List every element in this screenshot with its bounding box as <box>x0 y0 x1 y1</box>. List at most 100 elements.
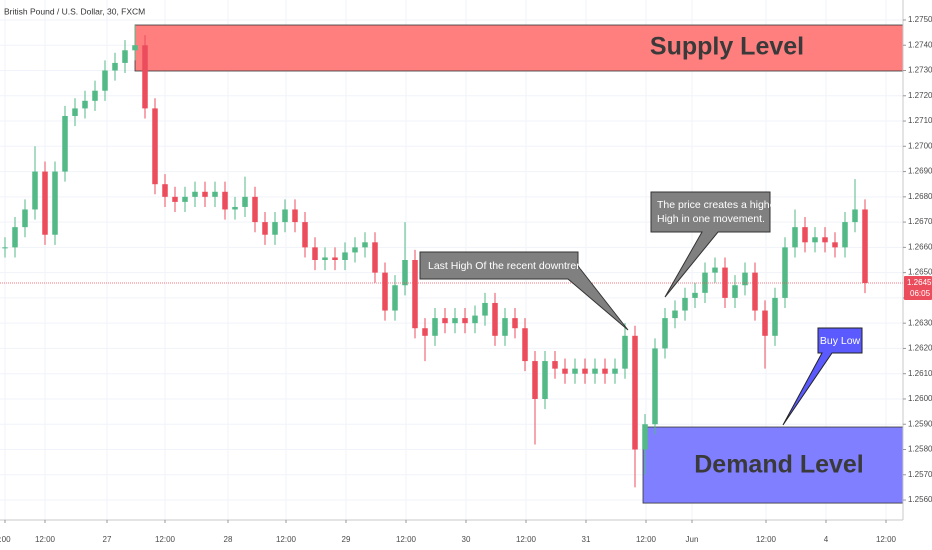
candle-body <box>142 45 148 109</box>
x-tick-label: :00 <box>0 535 11 544</box>
callout-box <box>650 191 771 298</box>
callout-text: High in one movement. <box>657 213 765 225</box>
candle-body <box>482 302 488 316</box>
y-tick-label: 1.25900 <box>908 419 932 428</box>
candle-body <box>202 191 208 197</box>
candle-body <box>82 100 88 109</box>
candle-body <box>472 315 478 324</box>
x-tick-label: 12:00 <box>756 535 777 544</box>
candle-body <box>632 335 638 450</box>
candle-body <box>402 260 408 286</box>
candle-body <box>682 297 688 311</box>
y-tick-label: 1.27300 <box>908 66 932 75</box>
candle-body <box>62 115 68 172</box>
x-tick-label: 31 <box>582 535 591 544</box>
candle-body <box>492 302 498 336</box>
candle-body <box>772 297 778 336</box>
candle-body <box>692 292 698 298</box>
candle-body <box>162 184 168 197</box>
candle-body <box>782 247 788 298</box>
candle-body <box>242 196 248 207</box>
y-tick-label: 1.26200 <box>908 344 932 353</box>
callout-box <box>782 327 863 426</box>
chart-title: British Pound / U.S. Dollar, 30, FXCM <box>4 6 145 16</box>
candle-body <box>862 209 868 283</box>
candle-body <box>452 318 458 324</box>
candle-body <box>102 70 108 91</box>
candle-body <box>92 90 98 101</box>
candle-body <box>222 191 228 210</box>
zone <box>642 426 904 504</box>
y-tick-label: 1.27000 <box>908 141 932 150</box>
y-tick-label: 1.26500 <box>908 268 932 277</box>
y-tick-label: 1.25600 <box>908 495 932 504</box>
candle-body <box>32 171 38 210</box>
candle-body <box>112 62 118 71</box>
candle-body <box>602 368 608 374</box>
candle-body <box>832 242 838 248</box>
y-tick-label: 1.26800 <box>908 192 932 201</box>
candle-body <box>582 368 588 374</box>
candle-body <box>672 310 678 319</box>
candle-body <box>512 318 518 329</box>
y-tick-label: 1.26600 <box>908 242 932 251</box>
x-tick-label: 29 <box>342 535 351 544</box>
candle-body <box>742 272 748 286</box>
candle-body <box>392 285 398 311</box>
candle-body <box>22 209 28 228</box>
candle-body <box>432 318 438 336</box>
y-tick-label: 1.27200 <box>908 91 932 100</box>
y-tick-label: 1.27400 <box>908 40 932 49</box>
x-tick-label: 4 <box>824 535 829 544</box>
candle-body <box>412 260 418 329</box>
candle-body <box>382 272 388 311</box>
candle-body <box>212 191 218 197</box>
candle-body <box>352 247 358 253</box>
candle-body <box>232 206 238 210</box>
price-axis <box>903 0 932 550</box>
callout-box <box>419 251 629 331</box>
y-tick-label: 1.26100 <box>908 369 932 378</box>
x-tick-label: 12:00 <box>35 535 56 544</box>
candle-body <box>732 285 738 298</box>
x-tick-label: Jun <box>686 535 699 544</box>
x-tick-label: 12:00 <box>516 535 537 544</box>
candle-body <box>542 361 548 399</box>
x-tick-label: 12:00 <box>876 535 897 544</box>
candle-body <box>652 348 658 425</box>
candle-body <box>152 108 158 185</box>
time-axis <box>0 520 932 550</box>
candle-body <box>282 209 288 223</box>
candle-body <box>422 328 428 336</box>
candle-body <box>2 247 8 249</box>
countdown-label: 06:05 <box>910 289 931 298</box>
candle-body <box>52 171 58 235</box>
candle-body <box>812 237 818 243</box>
callout-text: Buy Low <box>820 335 861 347</box>
candle-body <box>332 257 338 260</box>
candle-body <box>752 272 758 311</box>
candle-body <box>572 368 578 374</box>
candle-body <box>552 361 558 369</box>
y-tick-label: 1.26000 <box>908 394 932 403</box>
candle-body <box>852 209 858 223</box>
candle-body <box>642 424 648 450</box>
x-tick-label: 27 <box>103 535 112 544</box>
candle-body <box>792 227 798 248</box>
zones: Supply Level Demand Level <box>134 24 904 504</box>
candle-body <box>522 328 528 362</box>
candle-body <box>12 227 18 248</box>
candle-body <box>842 222 848 248</box>
candle-body <box>262 222 268 235</box>
last-price-label: 1.26459 <box>907 278 932 287</box>
candle-body <box>42 171 48 235</box>
candle-body <box>72 108 78 116</box>
candle-body <box>622 335 628 369</box>
candle-body <box>372 242 378 273</box>
x-tick-label: 28 <box>224 535 233 544</box>
candle-body <box>762 310 768 336</box>
y-tick-label: 1.25700 <box>908 470 932 479</box>
zone-label: Demand Level <box>694 451 864 479</box>
candle-body <box>302 222 308 248</box>
